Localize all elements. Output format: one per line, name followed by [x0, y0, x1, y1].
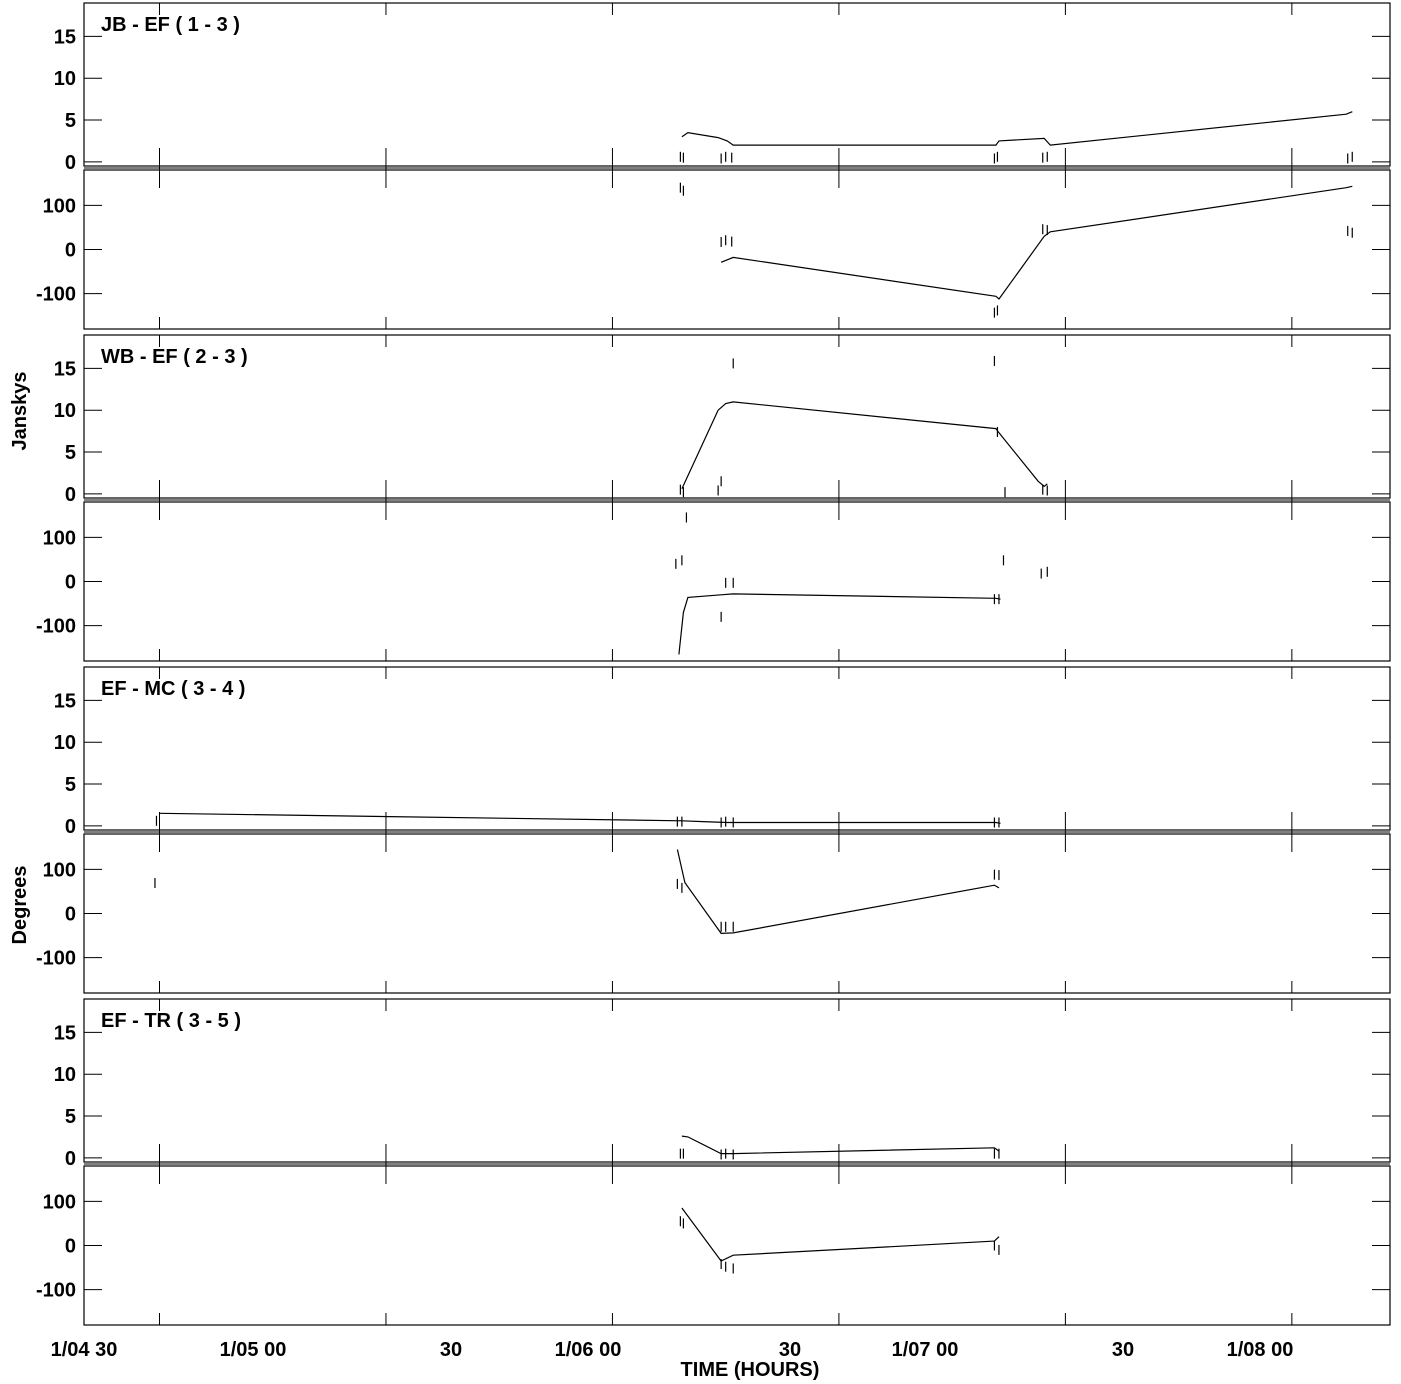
amplitude-model-line — [681, 1135, 1000, 1155]
phase-tick-label: 0 — [65, 240, 76, 262]
phase-tick-label: 0 — [65, 904, 76, 926]
phase-tick-label: 0 — [65, 572, 76, 594]
amp-tick-label: 0 — [65, 152, 76, 174]
amp-tick-label: 0 — [65, 484, 76, 506]
x-tick-label: 1/04 30 — [51, 1339, 118, 1361]
baseline-title: WB - EF ( 2 - 3 ) — [101, 346, 248, 368]
phase-frame — [83, 1165, 1391, 1326]
baseline-title: EF - TR ( 3 - 5 ) — [101, 1010, 241, 1032]
x-axis-title: TIME (HOURS) — [681, 1359, 820, 1381]
amp-tick-label: 0 — [65, 1148, 76, 1170]
y-axis-title-degrees: Degrees — [9, 866, 31, 945]
phase-model-line — [720, 185, 1353, 300]
baseline-title: EF - MC ( 3 - 4 ) — [101, 678, 245, 700]
phase-tick-label: 0 — [65, 1236, 76, 1258]
amplitude-model-line — [681, 111, 1353, 146]
x-tick-label: 1/05 00 — [220, 1339, 287, 1361]
phase-tick-label: -100 — [36, 1280, 76, 1302]
x-tick-label: 1/07 00 — [892, 1339, 959, 1361]
x-tick-label: 30 — [1112, 1339, 1134, 1361]
y-axis-title-janskys: Janskys — [9, 372, 31, 451]
amplitude-frame — [83, 2, 1391, 167]
phase-tick-label: -100 — [36, 284, 76, 306]
amp-tick-label: 5 — [65, 1106, 76, 1128]
amp-tick-label: 15 — [54, 26, 76, 48]
x-tick-label: 30 — [779, 1339, 801, 1361]
phase-tick-label: 100 — [43, 195, 76, 217]
x-tick-label: 1/08 00 — [1227, 1339, 1294, 1361]
amp-tick-label: 15 — [54, 690, 76, 712]
phase-model-line — [676, 849, 1000, 935]
baseline-title: JB - EF ( 1 - 3 ) — [101, 14, 240, 36]
amplitude-frame — [83, 334, 1391, 499]
phase-tick-label: -100 — [36, 948, 76, 970]
amp-tick-label: 10 — [54, 400, 76, 422]
phase-frame — [83, 833, 1391, 994]
phase-tick-label: -100 — [36, 616, 76, 638]
amplitude-frame — [83, 666, 1391, 831]
x-tick-label: 1/06 00 — [555, 1339, 622, 1361]
amplitude-model-line — [159, 812, 1001, 824]
amp-tick-label: 0 — [65, 816, 76, 838]
amp-tick-label: 10 — [54, 1064, 76, 1086]
x-tick-labels: 1/04 30 1/05 00 30 1/06 00 30 1/07 00 30 1/08 0… — [51, 1339, 1294, 1361]
amp-tick-label: 5 — [65, 442, 76, 464]
baseline-panel: 15 10 5 0 100 0 -100 JB - EF ( 1 - 3 ) — [36, 2, 1391, 330]
phase-frame — [83, 169, 1391, 330]
amp-tick-label: 15 — [54, 1022, 76, 1044]
baseline-panel: 15 10 5 0 100 0 -100 EF - MC ( 3 - 4 ) — [36, 666, 1391, 994]
phase-tick-label: 100 — [43, 859, 76, 881]
amp-tick-label: 15 — [54, 358, 76, 380]
amp-tick-label: 5 — [65, 110, 76, 132]
amp-tick-label: 10 — [54, 68, 76, 90]
phase-model-line — [678, 593, 1001, 655]
baseline-panel: 15 10 5 0 100 0 -100 EF - TR ( 3 - 5 ) — [36, 998, 1391, 1326]
amplitude-frame — [83, 998, 1391, 1163]
x-tick-label: 30 — [440, 1339, 462, 1361]
amp-tick-label: 5 — [65, 774, 76, 796]
phase-model-line — [681, 1207, 1000, 1262]
phase-frame — [83, 501, 1391, 662]
phase-tick-label: 100 — [43, 527, 76, 549]
baseline-panel: 15 10 5 0 100 0 -100 WB - EF ( 2 - 3 ) — [36, 334, 1391, 662]
amp-tick-label: 10 — [54, 732, 76, 754]
phase-tick-label: 100 — [43, 1191, 76, 1213]
amplitude-model-line — [681, 401, 1048, 490]
